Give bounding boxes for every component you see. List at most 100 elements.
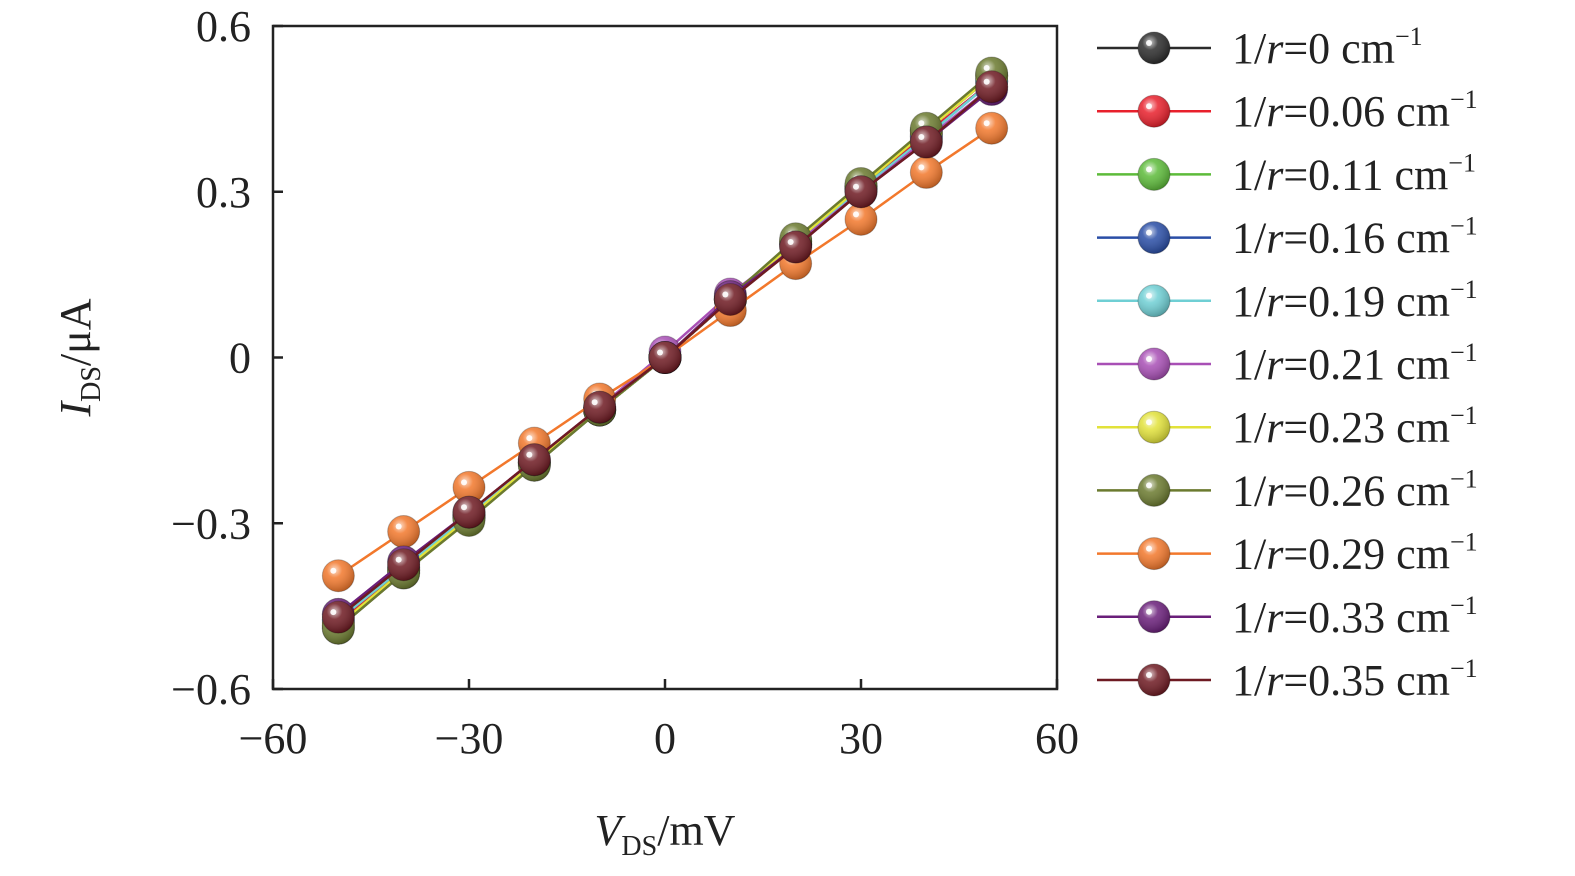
- legend-label-variable: r: [1266, 403, 1284, 452]
- y-axis: −0.6 −0.3 0 0.3 0.6: [171, 2, 283, 714]
- legend-marker-highlight: [1146, 103, 1152, 110]
- legend-marker-shading: [1138, 158, 1170, 191]
- y-tick-label: 0.6: [196, 2, 251, 51]
- legend-label-variable: r: [1266, 593, 1284, 642]
- legend-marker-highlight: [1146, 672, 1152, 678]
- legend-item: 1/r=0.35 cm−1: [1097, 654, 1478, 705]
- legend-marker-highlight: [1146, 482, 1152, 489]
- legend-label-prefix: 1/: [1232, 656, 1267, 705]
- legend-label: 1/r=0.29 cm−1: [1232, 528, 1478, 579]
- x-tick-label: −60: [239, 714, 308, 763]
- legend-marker-highlight: [1146, 419, 1152, 426]
- data-point-highlight: [657, 349, 663, 356]
- legend-marker-shading: [1138, 537, 1170, 570]
- legend-label: 1/r=0.16 cm−1: [1232, 212, 1478, 263]
- legend-label-value: =0.26 cm: [1283, 466, 1450, 515]
- data-point-highlight: [526, 451, 533, 458]
- legend-label-variable: r: [1266, 340, 1284, 389]
- legend-label-prefix: 1/: [1232, 24, 1267, 73]
- legend-marker-highlight: [1146, 356, 1152, 362]
- legend-marker-shading: [1138, 95, 1170, 128]
- x-tick-label: −30: [435, 714, 504, 763]
- legend-label-value: =0 cm: [1283, 24, 1395, 73]
- legend-marker-shading: [1138, 348, 1170, 380]
- y-tick-label: 0.3: [196, 168, 251, 217]
- legend-label-prefix: 1/: [1232, 150, 1267, 199]
- legend-marker-highlight: [1146, 545, 1152, 552]
- legend-label: 1/r=0.11 cm−1: [1232, 148, 1476, 199]
- legend-item: 1/r=0.06 cm−1: [1097, 85, 1478, 136]
- y-axis-label-main: I: [51, 400, 100, 418]
- data-point-shading: [583, 391, 616, 424]
- legend-label: 1/r=0 cm−1: [1232, 22, 1423, 73]
- legend-label-prefix: 1/: [1232, 277, 1267, 326]
- legend-item: 1/r=0.26 cm−1: [1097, 464, 1478, 515]
- x-axis-label: VDS/mV: [595, 806, 736, 862]
- data-point-highlight: [591, 399, 598, 406]
- data-point-highlight: [918, 120, 925, 127]
- legend-label: 1/r=0.33 cm−1: [1232, 591, 1478, 642]
- legend-label-prefix: 1/: [1232, 214, 1267, 263]
- legend-label-prefix: 1/: [1232, 403, 1267, 452]
- legend-item: 1/r=0.11 cm−1: [1097, 148, 1476, 199]
- legend-marker-highlight: [1146, 608, 1152, 615]
- legend-label-variable: r: [1266, 530, 1284, 579]
- legend-label-variable: r: [1266, 150, 1284, 199]
- series-10: [321, 70, 1009, 634]
- data-point-shading: [975, 112, 1008, 145]
- legend-marker-shading: [1138, 411, 1170, 444]
- legend-label-variable: r: [1266, 277, 1284, 326]
- data-point-shading: [322, 601, 355, 634]
- legend-label-prefix: 1/: [1232, 593, 1267, 642]
- legend-marker-shading: [1138, 600, 1170, 633]
- y-tick-label: −0.6: [171, 665, 251, 714]
- legend-item: 1/r=0 cm−1: [1097, 22, 1423, 73]
- legend-label: 1/r=0.21 cm−1: [1232, 338, 1478, 389]
- data-point-shading: [714, 283, 747, 316]
- legend-label-value: =0.35 cm: [1283, 656, 1450, 705]
- legend-label: 1/r=0.19 cm−1: [1232, 275, 1478, 326]
- legend-label: 1/r=0.35 cm−1: [1232, 654, 1478, 705]
- legend-label-superscript: −1: [1450, 401, 1478, 430]
- legend-label-variable: r: [1266, 466, 1284, 515]
- legend-label-superscript: −1: [1450, 528, 1478, 557]
- data-point-shading: [649, 341, 681, 374]
- data-point-shading: [322, 559, 355, 592]
- x-tick-label: 30: [839, 714, 883, 763]
- legend-item: 1/r=0.29 cm−1: [1097, 528, 1478, 579]
- legend-marker-highlight: [1146, 166, 1152, 173]
- y-tick-label: −0.3: [171, 499, 251, 548]
- data-point-shading: [845, 203, 877, 236]
- legend-label-superscript: −1: [1450, 212, 1478, 241]
- x-axis-label-unit: /mV: [657, 806, 735, 855]
- legend-label-variable: r: [1266, 656, 1284, 705]
- data-point-highlight: [983, 78, 990, 85]
- legend-label-prefix: 1/: [1232, 87, 1267, 136]
- legend-label-superscript: −1: [1395, 22, 1423, 51]
- data-point-shading: [779, 231, 812, 263]
- legend-label-superscript: −1: [1450, 591, 1478, 620]
- y-axis-label: IDS/μA: [51, 298, 107, 417]
- y-axis-label-subscript: DS: [76, 366, 107, 402]
- data-point-shading: [387, 515, 420, 548]
- legend-label-prefix: 1/: [1232, 466, 1267, 515]
- x-axis-label-main: V: [595, 806, 627, 855]
- data-point-shading: [910, 156, 943, 189]
- data-point-shading: [975, 70, 1008, 103]
- x-axis-label-subscript: DS: [621, 831, 657, 862]
- series-layer: [321, 56, 1009, 645]
- legend-label-superscript: −1: [1450, 464, 1478, 493]
- legend-marker-shading: [1138, 664, 1170, 696]
- legend-marker-shading: [1138, 284, 1170, 317]
- legend: 1/r=0 cm−11/r=0.06 cm−11/r=0.11 cm−11/r=…: [1097, 22, 1478, 705]
- legend-label-variable: r: [1266, 87, 1284, 136]
- legend-label-superscript: −1: [1450, 275, 1478, 304]
- legend-label-value: =0.11 cm: [1283, 150, 1448, 199]
- legend-label-value: =0.29 cm: [1283, 530, 1450, 579]
- legend-label-superscript: −1: [1450, 85, 1478, 114]
- legend-label-value: =0.06 cm: [1283, 87, 1450, 136]
- legend-label: 1/r=0.06 cm−1: [1232, 85, 1478, 136]
- legend-item: 1/r=0.19 cm−1: [1097, 275, 1478, 326]
- data-point-highlight: [983, 64, 990, 71]
